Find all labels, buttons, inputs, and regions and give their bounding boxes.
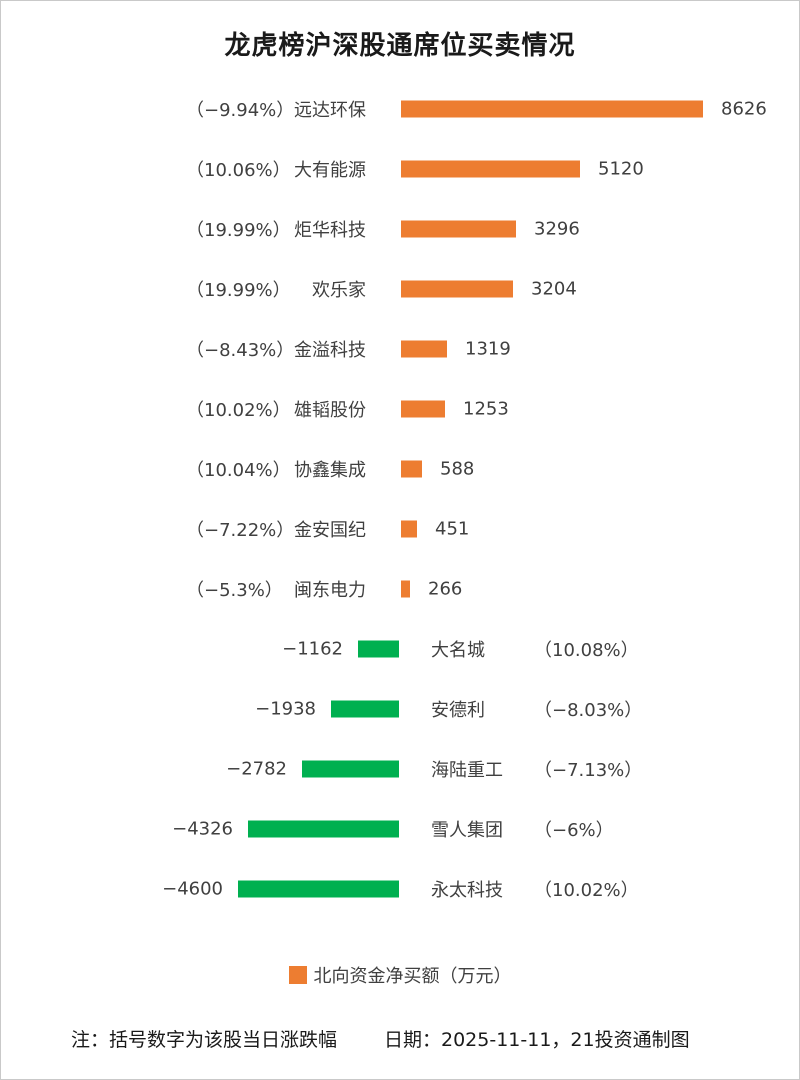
buy-bar [401, 220, 516, 238]
sell-bar [238, 880, 399, 898]
value-label: 8626 [721, 98, 767, 120]
change-percent-label: （−7.22%） [186, 520, 295, 541]
change-percent-label: （10.06%） [186, 160, 291, 181]
buy-bar [401, 340, 447, 358]
value-label: −4600 [162, 878, 223, 900]
stock-name-label: 海陆重工 [431, 760, 503, 781]
value-label: 1253 [463, 398, 509, 420]
buy-bar [401, 280, 513, 298]
footer-note: 注：括号数字为该股当日涨跌幅 [71, 1029, 338, 1051]
legend: 北向资金净买额（万元） [1, 962, 799, 988]
stock-name-label: 雄韬股份 [294, 400, 366, 421]
stock-name-label: 大有能源 [294, 160, 366, 181]
change-percent-label: （−5.3%） [186, 580, 283, 601]
buy-bar [401, 100, 703, 118]
chart-row: −2782 海陆重工 （−7.13%） [1, 739, 799, 799]
bar-chart: （−9.94%） 远达环保 8626 （10.06%） 大有能源 5120 （19.99%）… [1, 79, 799, 919]
value-label: 3204 [531, 278, 577, 300]
chart-row: （10.06%） 大有能源 5120 [1, 139, 799, 199]
chart-row: −1162 大名城 （10.08%） [1, 619, 799, 679]
change-percent-label: （10.04%） [186, 460, 291, 481]
chart-row: −4326 雪人集团 （−6%） [1, 799, 799, 859]
value-label: 451 [435, 518, 470, 540]
change-percent-label: （19.99%） [186, 280, 291, 301]
buy-bar [401, 460, 422, 478]
value-label: 588 [440, 458, 475, 480]
stock-name-label: 安德利 [431, 700, 485, 721]
stock-name-label: 欢乐家 [312, 280, 366, 301]
value-label: −4326 [172, 818, 233, 840]
stock-name-label: 永太科技 [431, 880, 503, 901]
buy-bar [401, 520, 417, 538]
chart-row: （−7.22%） 金安国纪 451 [1, 499, 799, 559]
chart-row: （−5.3%） 闽东电力 266 [1, 559, 799, 619]
chart-row: （−9.94%） 远达环保 8626 [1, 79, 799, 139]
buy-bar [401, 160, 580, 178]
change-percent-label: （−8.03%） [534, 700, 643, 721]
value-label: 266 [428, 578, 463, 600]
chart-row: −4600 永太科技 （10.02%） [1, 859, 799, 919]
sell-bar [302, 760, 399, 778]
legend-label: 北向资金净买额（万元） [313, 966, 512, 987]
sell-bar [248, 820, 399, 838]
buy-bar [401, 580, 410, 598]
value-label: 3296 [534, 218, 580, 240]
change-percent-label: （−6%） [534, 820, 614, 841]
legend-swatch [288, 966, 307, 984]
stock-name-label: 闽东电力 [294, 580, 366, 601]
value-label: −2782 [226, 758, 287, 780]
value-label: −1162 [282, 638, 343, 660]
stock-name-label: 协鑫集成 [294, 460, 366, 481]
footer: 注：括号数字为该股当日涨跌幅 日期：2025-11-11，21投资通制图 [1, 1025, 799, 1057]
stock-name-label: 金安国纪 [294, 520, 366, 541]
stock-name-label: 雪人集团 [431, 820, 503, 841]
change-percent-label: （10.02%） [186, 400, 291, 421]
chart-row: （−8.43%） 金溢科技 1319 [1, 319, 799, 379]
change-percent-label: （−8.43%） [186, 340, 295, 361]
change-percent-label: （10.02%） [534, 880, 639, 901]
value-label: 1319 [465, 338, 511, 360]
value-label: 5120 [598, 158, 644, 180]
footer-date: 日期：2025-11-11，21投资通制图 [384, 1029, 690, 1051]
change-percent-label: （−7.13%） [534, 760, 643, 781]
chart-row: −1938 安德利 （−8.03%） [1, 679, 799, 739]
chart-row: （19.99%） 炬华科技 3296 [1, 199, 799, 259]
stock-name-label: 炬华科技 [294, 220, 366, 241]
sell-bar [331, 700, 399, 718]
chart-row: （10.04%） 协鑫集成 588 [1, 439, 799, 499]
change-percent-label: （19.99%） [186, 220, 291, 241]
chart-title: 龙虎榜沪深股通席位买卖情况 [224, 31, 576, 61]
value-label: −1938 [255, 698, 316, 720]
stock-name-label: 金溢科技 [294, 340, 366, 361]
change-percent-label: （−9.94%） [186, 100, 295, 121]
stock-name-label: 远达环保 [294, 100, 366, 121]
change-percent-label: （10.08%） [534, 640, 639, 661]
chart-row: （19.99%） 欢乐家 3204 [1, 259, 799, 319]
chart-row: （10.02%） 雄韬股份 1253 [1, 379, 799, 439]
sell-bar [358, 640, 399, 658]
buy-bar [401, 400, 445, 418]
stock-name-label: 大名城 [431, 640, 485, 661]
